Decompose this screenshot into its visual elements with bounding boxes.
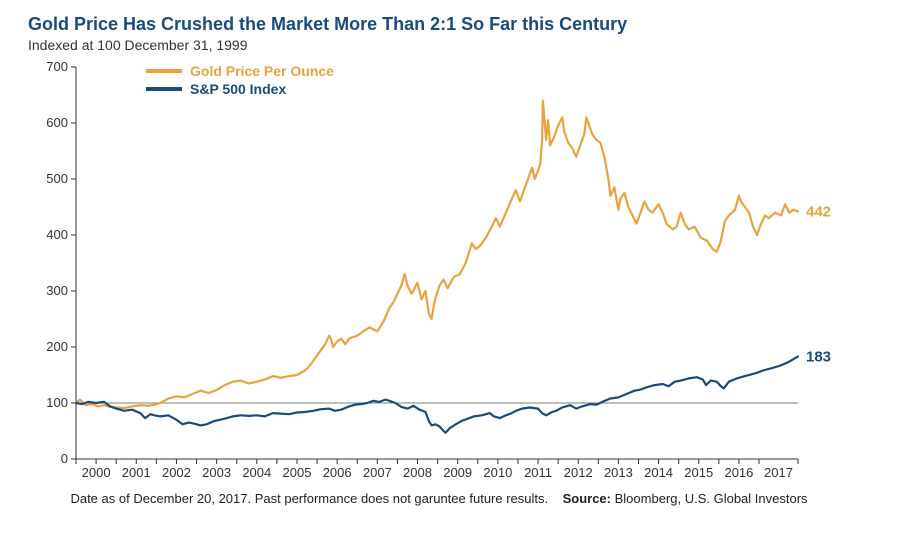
svg-text:2003: 2003 xyxy=(202,465,231,480)
svg-text:200: 200 xyxy=(46,339,68,354)
legend-swatch-sp500 xyxy=(146,87,182,91)
svg-text:2014: 2014 xyxy=(644,465,673,480)
footer-source-value: Bloomberg, U.S. Global Investors xyxy=(615,491,808,506)
svg-text:2013: 2013 xyxy=(604,465,633,480)
chart-container: Gold Price Has Crushed the Market More T… xyxy=(0,0,900,542)
legend-swatch-gold xyxy=(146,69,182,73)
svg-text:2001: 2001 xyxy=(122,465,151,480)
svg-text:2002: 2002 xyxy=(162,465,191,480)
svg-text:2009: 2009 xyxy=(443,465,472,480)
svg-text:100: 100 xyxy=(46,395,68,410)
svg-text:2015: 2015 xyxy=(684,465,713,480)
svg-text:600: 600 xyxy=(46,115,68,130)
legend-item-sp500: S&P 500 Index xyxy=(146,81,334,97)
chart-footer: Date as of December 20, 2017. Past perfo… xyxy=(28,491,850,506)
chart-svg: 0 100 200 300 400 500 600 700 2000 2001 2002 2003 20… xyxy=(32,57,852,487)
svg-text:2000: 2000 xyxy=(82,465,111,480)
footer-note: Date as of December 20, 2017. Past perfo… xyxy=(70,491,548,506)
legend-label-gold: Gold Price Per Ounce xyxy=(190,63,334,79)
svg-text:2007: 2007 xyxy=(363,465,392,480)
svg-text:300: 300 xyxy=(46,283,68,298)
legend-item-gold: Gold Price Per Ounce xyxy=(146,63,334,79)
svg-text:2004: 2004 xyxy=(242,465,271,480)
svg-text:442: 442 xyxy=(806,203,831,220)
svg-text:2011: 2011 xyxy=(524,465,552,480)
svg-text:183: 183 xyxy=(806,349,831,366)
svg-text:2016: 2016 xyxy=(724,465,753,480)
svg-text:400: 400 xyxy=(46,227,68,242)
svg-text:2006: 2006 xyxy=(323,465,352,480)
chart-subtitle: Indexed at 100 December 31, 1999 xyxy=(28,37,850,53)
svg-text:500: 500 xyxy=(46,171,68,186)
plot-area: Gold Price Per Ounce S&P 500 Index 0 100 2… xyxy=(32,57,852,487)
svg-text:700: 700 xyxy=(46,59,68,74)
svg-text:2010: 2010 xyxy=(483,465,512,480)
svg-text:2012: 2012 xyxy=(564,465,593,480)
svg-text:2008: 2008 xyxy=(403,465,432,480)
chart-title: Gold Price Has Crushed the Market More T… xyxy=(28,14,850,35)
svg-text:2017: 2017 xyxy=(764,465,793,480)
svg-text:2005: 2005 xyxy=(283,465,312,480)
footer-source-label: Source: xyxy=(563,491,611,506)
legend-label-sp500: S&P 500 Index xyxy=(190,81,286,97)
legend: Gold Price Per Ounce S&P 500 Index xyxy=(146,63,334,99)
svg-text:0: 0 xyxy=(61,451,68,466)
